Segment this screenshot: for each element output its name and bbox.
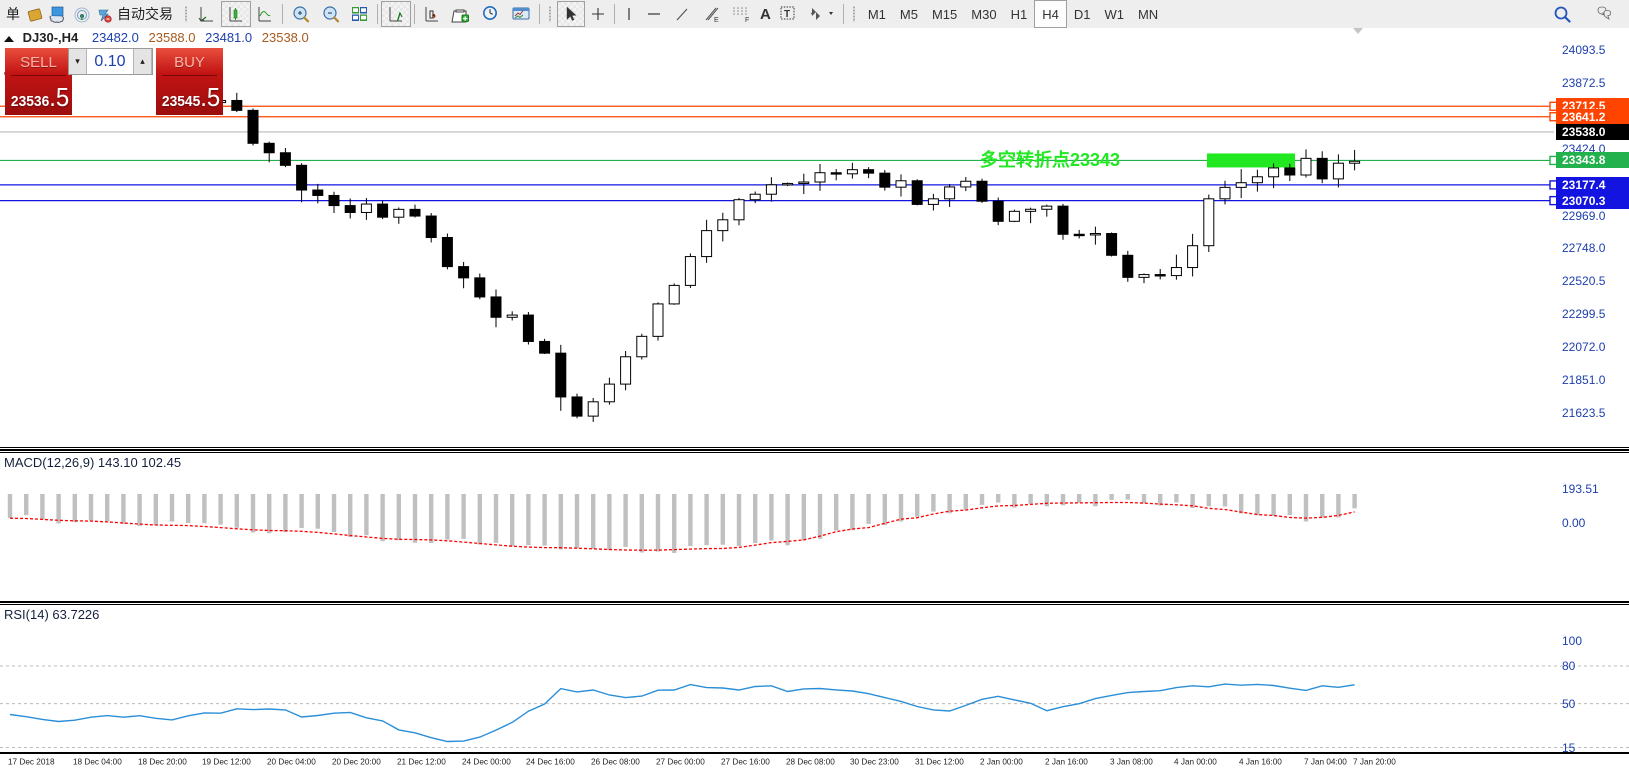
- svg-text:F: F: [745, 17, 749, 23]
- svg-text:T: T: [784, 9, 790, 20]
- svg-text:E: E: [714, 17, 719, 23]
